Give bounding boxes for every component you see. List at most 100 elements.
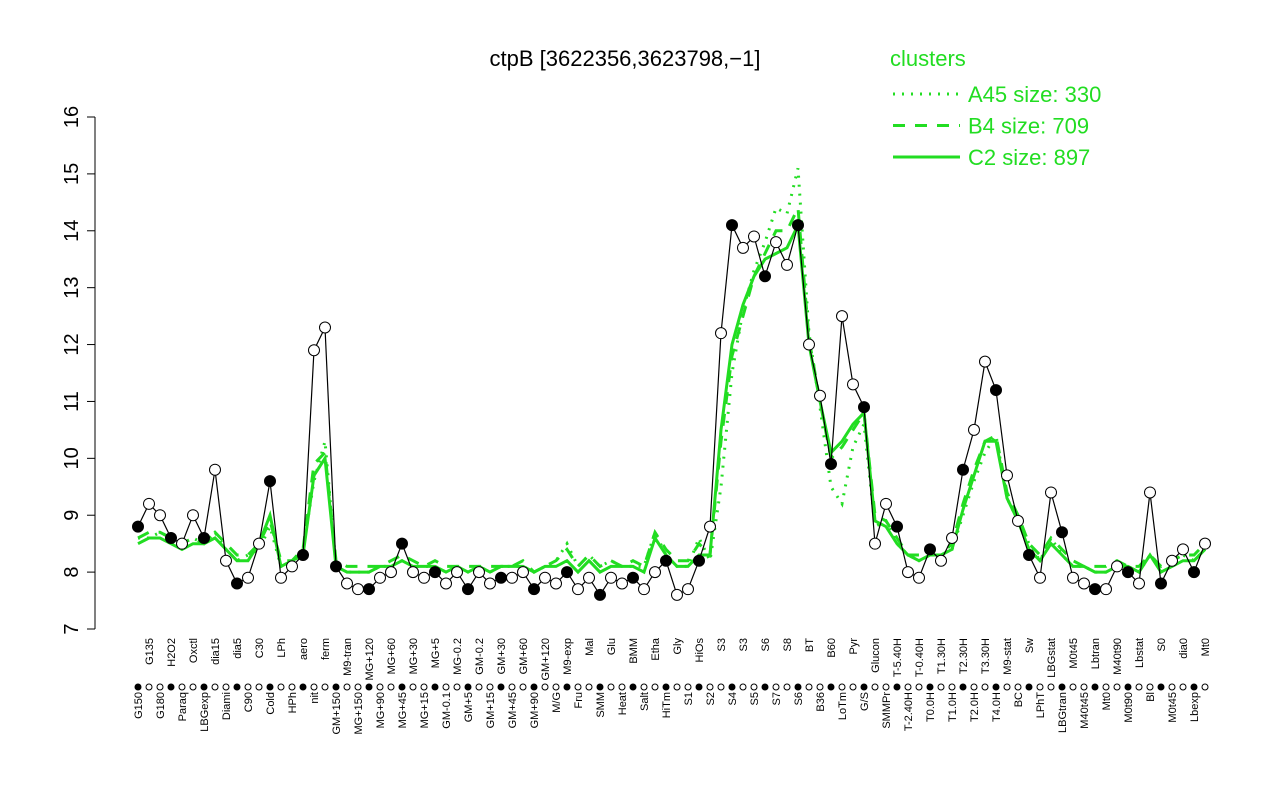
rug-dot [783, 683, 791, 691]
rug-dot [442, 683, 450, 691]
rug-dot [233, 683, 241, 691]
rug-dot [244, 683, 252, 691]
sample-point [1133, 577, 1145, 590]
x-tick-label: Lbstat [1134, 638, 1146, 668]
sample-point [891, 520, 903, 533]
sample-point [880, 497, 892, 510]
rug-dot [431, 683, 439, 691]
sample-point [550, 577, 562, 590]
rug-dot [959, 683, 967, 691]
x-tick-label: GM+30 [496, 638, 508, 674]
sample-point [847, 378, 859, 391]
rug-dot [1025, 683, 1033, 691]
sample-point [957, 463, 969, 476]
rug-dot [794, 683, 802, 691]
x-tick-label: MG+45 [397, 692, 409, 728]
x-tick-label: G180 [155, 692, 167, 719]
sample-point [253, 537, 265, 550]
rug-dot [156, 683, 164, 691]
x-tick-label: Paraq [177, 692, 189, 721]
x-tick-label: G150 [133, 692, 145, 719]
sample-point [297, 549, 309, 562]
rug-dot [222, 683, 230, 691]
sample-point [143, 497, 155, 510]
rug-dot [1102, 683, 1110, 691]
x-tick-label: B36 [815, 692, 827, 712]
sample-point [385, 566, 397, 579]
sample-point [770, 236, 782, 249]
rug-dot [420, 683, 428, 691]
x-tick-label: T2.30H [958, 638, 970, 674]
sample-point [1001, 469, 1013, 482]
rug-dot [1124, 683, 1132, 691]
sample-point [242, 571, 254, 584]
sample-point [627, 571, 639, 584]
sample-point [363, 583, 375, 596]
x-tick-label: S3 [716, 638, 728, 651]
x-tick-label: GM+45 [507, 692, 519, 728]
rug-dot [981, 683, 989, 691]
sample-point [319, 321, 331, 334]
x-tick-label: GM+120 [540, 638, 552, 681]
rug-dot [310, 683, 318, 691]
sample-point [1067, 571, 1079, 584]
rug-dot [1058, 683, 1066, 691]
sample-point [286, 560, 298, 573]
x-tick-label: M0t90 [1123, 692, 1135, 723]
sample-point [528, 583, 540, 596]
x-tick-label: Lbexp [1189, 692, 1201, 722]
rug-dot [376, 683, 384, 691]
sample-point [1155, 577, 1167, 590]
rug-dot [970, 683, 978, 691]
rug-dot [486, 683, 494, 691]
y-tick-label: 16 [61, 106, 83, 128]
sample-point [759, 270, 771, 283]
x-tick-label: MG-0.2 [452, 638, 464, 675]
x-tick-label: S4 [727, 692, 739, 705]
rug-dot [552, 683, 560, 691]
x-tick-label: Mt0 [1101, 692, 1113, 710]
sample-line [137, 222, 1206, 597]
x-tick-label: GM+5 [463, 692, 475, 722]
legend-label: C2 size: 897 [968, 145, 1090, 170]
rug-dot [464, 683, 472, 691]
rug-dot [1069, 683, 1077, 691]
rug-dot [574, 683, 582, 691]
sample-point [869, 537, 881, 550]
x-tick-label: T4.0H [991, 692, 1003, 722]
sample-point [1100, 583, 1112, 596]
cluster-line [138, 167, 1207, 575]
rug-dot [607, 683, 615, 691]
x-tick-label: LBGexp [199, 692, 211, 732]
cluster-line [137, 202, 1207, 574]
sample-point [737, 241, 749, 254]
sample-point [1122, 566, 1134, 579]
rug-dot [453, 683, 461, 691]
sample-point [440, 577, 452, 590]
sample-point [913, 571, 925, 584]
sample-point [1023, 549, 1035, 562]
rug-dot [992, 683, 1000, 691]
rug-dot [805, 683, 813, 691]
sample-point [616, 577, 628, 590]
sample-point [407, 566, 419, 579]
sample-point [990, 384, 1002, 397]
x-tick-label: MG+120 [364, 638, 376, 681]
x-tick-label: MG+30 [408, 638, 420, 674]
x-tick-label: Diami [221, 692, 233, 720]
sample-point [671, 588, 683, 601]
rug-dot [915, 683, 923, 691]
sample-point [583, 571, 595, 584]
sample-point [935, 554, 947, 567]
x-tick-label: S0 [1156, 638, 1168, 651]
x-tick-label: dia0 [1178, 638, 1190, 659]
sample-point [1045, 486, 1057, 499]
x-tick-label: Mt0 [1200, 638, 1212, 656]
sample-point [374, 571, 386, 584]
sample-point [1177, 543, 1189, 556]
sample-point [198, 531, 210, 544]
sample-point [517, 566, 529, 579]
x-tick-label: Fru [573, 692, 585, 709]
rug-dot [772, 683, 780, 691]
y-tick-label: 11 [61, 391, 83, 412]
